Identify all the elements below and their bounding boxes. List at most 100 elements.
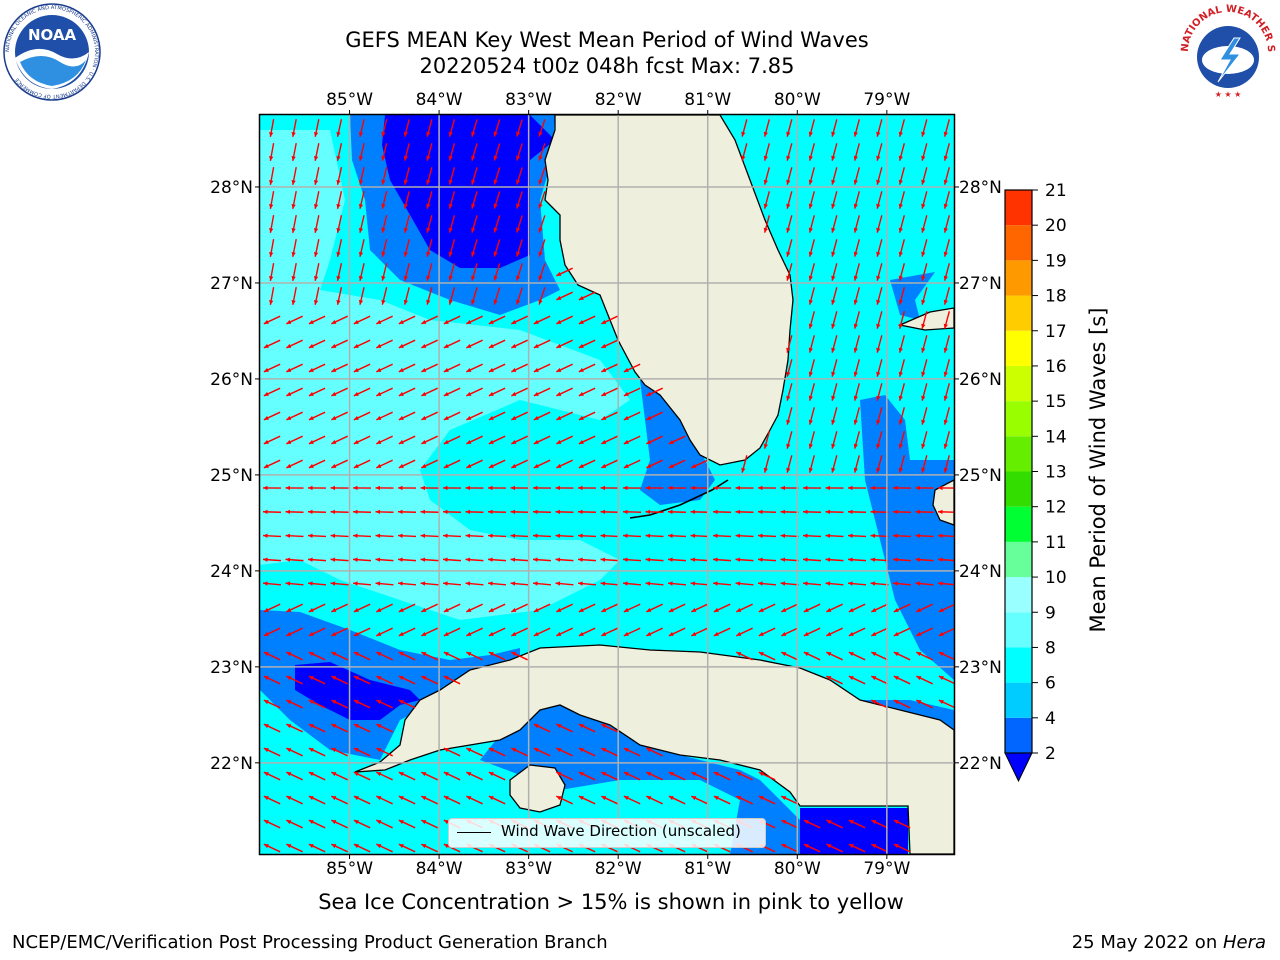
wave-direction-arrow — [516, 239, 523, 257]
wave-direction-arrow — [353, 459, 371, 469]
wave-direction-arrow — [848, 675, 866, 685]
wave-direction-arrow — [308, 651, 326, 661]
wave-direction-arrow — [286, 771, 303, 781]
wave-direction-arrow — [421, 795, 438, 805]
wave-direction-arrow — [853, 215, 861, 233]
wave-direction-arrow — [511, 315, 528, 325]
wave-direction-arrow — [808, 335, 816, 353]
wave-direction-arrow — [448, 239, 456, 257]
wave-direction-arrow — [937, 557, 954, 562]
wave-direction-arrow — [921, 311, 928, 329]
wave-direction-arrow — [538, 215, 546, 233]
wave-direction-arrow — [578, 603, 596, 613]
wave-direction-arrow — [330, 509, 349, 515]
chart-subtitle: 20220524 t00z 048h fcst Max: 7.85 — [419, 54, 795, 78]
wave-direction-arrow — [493, 191, 501, 209]
wave-direction-arrow — [358, 263, 365, 281]
svg-text:★ ★ ★: ★ ★ ★ — [1215, 90, 1242, 99]
wave-direction-arrow — [538, 119, 546, 137]
wave-direction-arrow — [943, 191, 951, 209]
wave-direction-arrow — [808, 239, 816, 257]
wave-direction-arrow — [577, 533, 597, 538]
wave-direction-arrow — [420, 509, 439, 515]
wave-direction-arrow — [871, 603, 888, 613]
wave-direction-arrow — [448, 143, 456, 161]
wave-direction-arrow — [493, 287, 501, 305]
wave-direction-arrow — [262, 485, 282, 491]
footer-date: 25 May 2022 on Hera — [1072, 932, 1266, 953]
lat-ticks-right: 28°N 27°N 26°N 25°N 24°N 23°N 22°N — [954, 178, 1002, 774]
wave-direction-arrow — [331, 411, 348, 421]
lon-ticks-bottom: 85°W 84°W 83°W 82°W 81°W 80°W 79°W — [326, 854, 910, 879]
wave-direction-arrow — [921, 455, 928, 473]
wave-direction-arrow — [876, 455, 883, 473]
wave-direction-arrow — [853, 263, 861, 281]
wave-direction-arrow — [786, 215, 793, 233]
wave-direction-arrow — [831, 263, 838, 281]
lat-tick-label: 24°N — [210, 562, 253, 582]
colorbar-tick-label: 21 — [1045, 181, 1067, 201]
wave-direction-arrow — [398, 339, 416, 349]
wave-direction-arrow — [331, 387, 348, 397]
colorbar-segment — [1005, 682, 1032, 718]
wave-direction-arrow — [623, 747, 641, 757]
wave-direction-arrow — [786, 263, 793, 281]
wave-direction-arrow — [803, 651, 821, 661]
wave-direction-arrow — [511, 627, 528, 637]
wave-direction-arrow — [471, 239, 478, 257]
wave-direction-arrow — [853, 359, 861, 377]
colorbar-tick-label: 17 — [1045, 322, 1067, 342]
wave-direction-arrow — [578, 363, 596, 373]
wave-direction-arrow — [466, 315, 483, 325]
wave-direction-arrow — [646, 771, 663, 781]
wave-direction-arrow — [601, 459, 618, 469]
wave-direction-arrow — [943, 431, 951, 449]
wave-direction-arrow — [763, 119, 771, 137]
noaa-logo: NATIONAL OCEANIC AND ATMOSPHERIC ADMINIS… — [3, 3, 101, 101]
wave-direction-arrow — [263, 315, 281, 325]
wave-direction-arrow — [556, 315, 573, 325]
wave-direction-arrow — [916, 675, 933, 685]
wave-direction-arrow — [943, 359, 951, 377]
wave-direction-arrow — [403, 239, 410, 257]
wave-direction-arrow — [938, 675, 954, 685]
wave-direction-arrow — [757, 533, 777, 538]
wave-direction-arrow — [938, 603, 954, 613]
wave-direction-arrow — [313, 143, 320, 161]
wave-direction-arrow — [331, 675, 348, 685]
wave-direction-arrow — [893, 675, 911, 685]
wave-direction-arrow — [916, 699, 933, 709]
wave-direction-arrow — [353, 339, 371, 349]
wave-direction-arrow — [601, 435, 618, 445]
wave-direction-arrow — [780, 581, 799, 586]
wave-direction-arrow — [601, 411, 618, 421]
wave-direction-arrow — [915, 581, 934, 586]
wave-direction-arrow — [758, 795, 776, 805]
colorbar-under-arrow — [1004, 752, 1033, 783]
wave-direction-arrow — [331, 651, 348, 661]
wave-direction-arrow — [398, 603, 416, 613]
footer-credit: NCEP/EMC/Verification Post Processing Pr… — [12, 932, 608, 953]
wave-direction-arrow — [352, 581, 372, 586]
sea-ice-note: Sea Ice Concentration > 15% is shown in … — [318, 890, 904, 914]
wave-direction-arrow — [893, 699, 911, 709]
wave-direction-arrow — [286, 339, 303, 349]
wave-direction-arrow — [263, 459, 281, 469]
wave-direction-arrow — [533, 603, 551, 613]
colorbar-tick-label: 8 — [1045, 638, 1056, 658]
wave-direction-arrow — [263, 651, 281, 661]
wave-direction-arrow — [443, 795, 461, 805]
wave-direction-arrow — [487, 533, 507, 538]
wave-direction-arrow — [847, 533, 867, 538]
wave-direction-arrow — [376, 843, 393, 853]
wave-direction-arrow — [331, 723, 348, 733]
wave-direction-arrow — [871, 819, 888, 829]
wave-direction-arrow — [623, 603, 641, 613]
wave-direction-arrow — [826, 627, 843, 637]
wave-direction-arrow — [466, 795, 483, 805]
wave-direction-arrow — [691, 459, 708, 469]
wave-direction-arrow — [853, 119, 861, 137]
wave-direction-arrow — [308, 459, 326, 469]
wave-direction-arrow — [898, 119, 906, 137]
wave-direction-arrow — [780, 485, 799, 491]
